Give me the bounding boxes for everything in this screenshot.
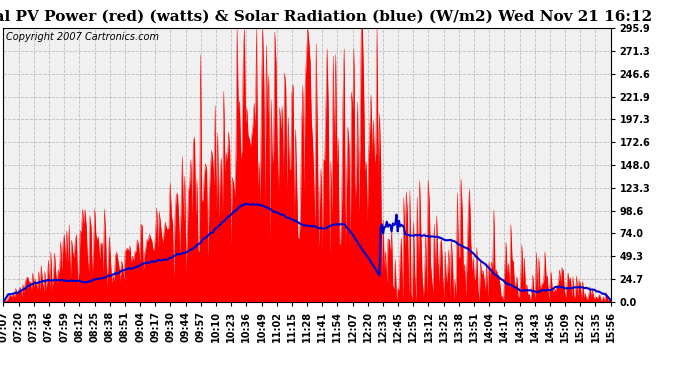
Text: Total PV Power (red) (watts) & Solar Radiation (blue) (W/m2) Wed Nov 21 16:12: Total PV Power (red) (watts) & Solar Rad… bbox=[0, 9, 653, 23]
Text: Copyright 2007 Cartronics.com: Copyright 2007 Cartronics.com bbox=[6, 32, 159, 42]
